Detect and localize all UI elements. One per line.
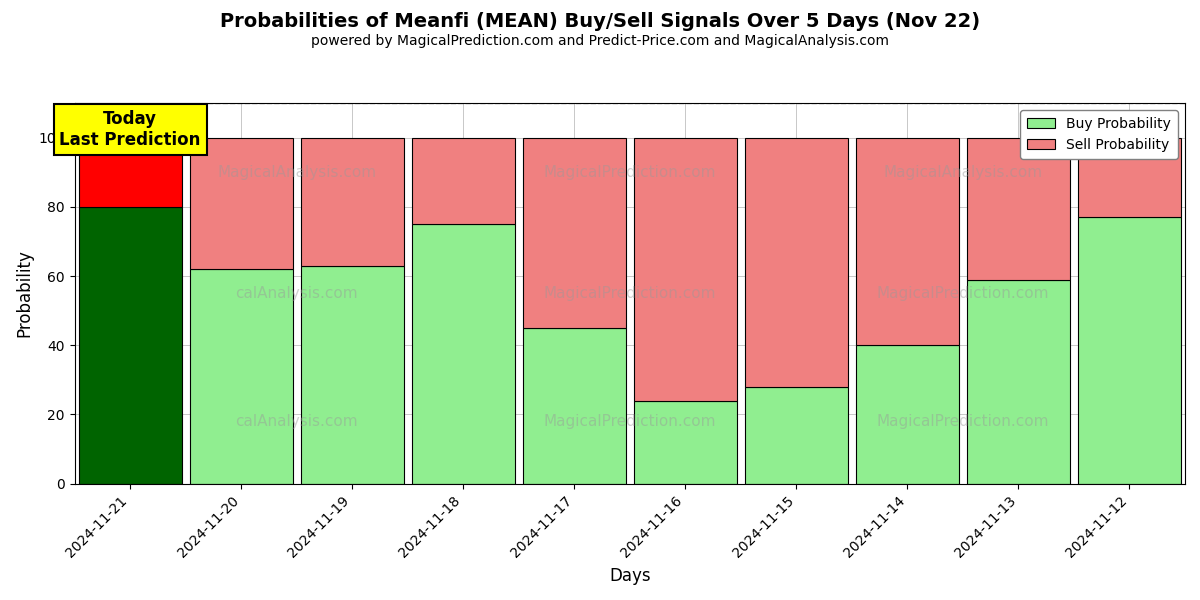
Bar [190,137,293,269]
Bar [78,137,182,207]
Text: MagicalAnalysis.com: MagicalAnalysis.com [883,165,1043,180]
Text: MagicalPrediction.com: MagicalPrediction.com [544,286,716,301]
Bar [967,137,1070,280]
Text: calAnalysis.com: calAnalysis.com [235,414,358,429]
Bar [412,137,515,224]
Bar [78,207,182,484]
Bar [301,266,404,484]
Text: Today
Last Prediction: Today Last Prediction [60,110,200,149]
Bar [1078,217,1181,484]
Legend: Buy Probability, Sell Probability: Buy Probability, Sell Probability [1020,110,1178,159]
Bar [412,224,515,484]
Bar [190,269,293,484]
Text: MagicalPrediction.com: MagicalPrediction.com [544,165,716,180]
Bar [301,137,404,266]
Text: MagicalAnalysis.com: MagicalAnalysis.com [217,165,377,180]
Bar [523,137,626,328]
Bar [967,280,1070,484]
Text: calAnalysis.com: calAnalysis.com [235,286,358,301]
Bar [634,401,737,484]
Y-axis label: Probability: Probability [16,250,34,337]
Text: MagicalPrediction.com: MagicalPrediction.com [544,414,716,429]
X-axis label: Days: Days [610,567,650,585]
Bar [856,345,959,484]
Text: MagicalPrediction.com: MagicalPrediction.com [877,414,1049,429]
Bar [745,137,848,387]
Text: powered by MagicalPrediction.com and Predict-Price.com and MagicalAnalysis.com: powered by MagicalPrediction.com and Pre… [311,34,889,48]
Bar [523,328,626,484]
Text: Probabilities of Meanfi (MEAN) Buy/Sell Signals Over 5 Days (Nov 22): Probabilities of Meanfi (MEAN) Buy/Sell … [220,12,980,31]
Bar [856,137,959,345]
Text: MagicalPrediction.com: MagicalPrediction.com [877,286,1049,301]
Bar [745,387,848,484]
Bar [634,137,737,401]
Bar [1078,137,1181,217]
